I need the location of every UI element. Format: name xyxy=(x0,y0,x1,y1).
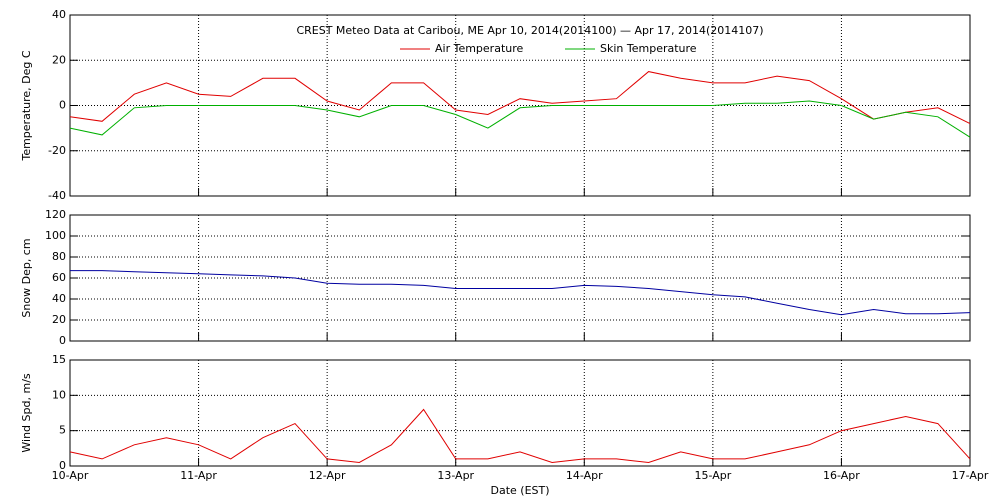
plot-frame xyxy=(69,359,971,467)
x-tick-label: 17-Apr xyxy=(952,469,989,482)
y-tick-label: 80 xyxy=(52,250,66,263)
y-tick-label: 10 xyxy=(52,388,66,401)
x-tick-label: 14-Apr xyxy=(566,469,603,482)
y-tick-label: 0 xyxy=(59,459,66,472)
x-tick-label: 11-Apr xyxy=(180,469,217,482)
y-axis-label: Snow Dep, cm xyxy=(20,238,33,317)
y-tick-label: 0 xyxy=(59,334,66,347)
y-tick-label: 5 xyxy=(59,424,66,437)
x-tick-label: 15-Apr xyxy=(694,469,731,482)
y-tick-label: 20 xyxy=(52,313,66,326)
y-tick-label: 40 xyxy=(52,292,66,305)
y-tick-label: 20 xyxy=(52,53,66,66)
data-line xyxy=(70,270,971,316)
plot-frame xyxy=(69,214,971,342)
data-line xyxy=(69,408,971,464)
x-tick-label: 10-Apr xyxy=(52,469,89,482)
y-tick-label: 100 xyxy=(45,229,66,242)
y-tick-label: -20 xyxy=(48,144,66,157)
data-line xyxy=(69,100,971,138)
plot-frame xyxy=(69,14,971,197)
legend-label: Air Temperature xyxy=(435,42,524,55)
legend-label: Skin Temperature xyxy=(600,42,697,55)
y-tick-label: 40 xyxy=(52,8,66,21)
chart-title: CREST Meteo Data at Caribou, ME Apr 10, … xyxy=(296,24,763,37)
x-tick-label: 12-Apr xyxy=(309,469,346,482)
y-tick-label: 0 xyxy=(59,99,66,112)
y-tick-label: 15 xyxy=(52,353,66,366)
y-axis-label: Temperature, Deg C xyxy=(20,50,33,161)
y-axis-label: Wind Spd, m/s xyxy=(20,373,33,453)
y-tick-label: -40 xyxy=(48,189,66,202)
y-tick-label: 120 xyxy=(45,208,66,221)
data-line xyxy=(69,71,971,125)
y-tick-label: 60 xyxy=(52,271,66,284)
x-tick-label: 13-Apr xyxy=(437,469,474,482)
x-axis-label: Date (EST) xyxy=(490,484,549,497)
x-tick-label: 16-Apr xyxy=(823,469,860,482)
